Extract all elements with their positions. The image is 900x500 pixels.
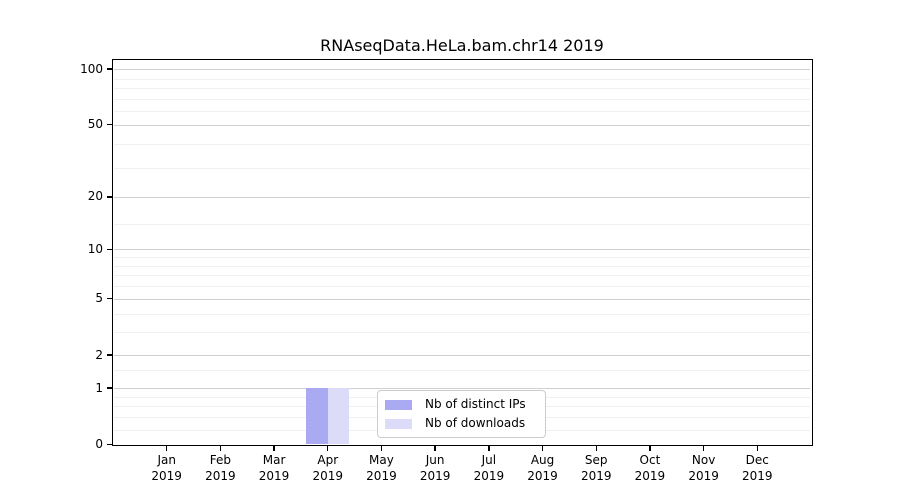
y-gridline-minor bbox=[114, 111, 810, 113]
y-tick-label: 10 bbox=[87, 241, 103, 256]
y-gridline-major bbox=[114, 298, 810, 300]
x-tick-label: Apr 2019 bbox=[301, 452, 355, 485]
y-gridline-minor bbox=[114, 88, 810, 90]
x-tick-label: Sep 2019 bbox=[569, 452, 623, 485]
y-tick bbox=[107, 354, 113, 356]
x-tick bbox=[595, 445, 597, 451]
x-tick bbox=[165, 445, 168, 451]
y-tick bbox=[107, 68, 113, 70]
legend: Nb of distinct IPs Nb of downloads bbox=[377, 390, 546, 438]
x-tick bbox=[756, 445, 758, 451]
y-gridline-minor bbox=[114, 224, 810, 226]
x-tick-year: 2019 bbox=[688, 469, 719, 483]
y-gridline-minor bbox=[114, 98, 810, 100]
y-tick bbox=[107, 298, 113, 300]
y-gridline-minor bbox=[114, 167, 810, 169]
legend-label-distinct-ips: Nb of distinct IPs bbox=[425, 397, 526, 411]
x-tick bbox=[380, 445, 383, 451]
y-tick-label: 1 bbox=[95, 380, 103, 395]
x-tick-label: Mar 2019 bbox=[247, 452, 301, 485]
legend-swatch-downloads bbox=[385, 418, 412, 429]
x-tick-year: 2019 bbox=[205, 469, 236, 483]
chart-title: RNAseqData.HeLa.bam.chr14 2019 bbox=[320, 36, 604, 55]
y-tick bbox=[107, 387, 113, 389]
legend-swatch-distinct-ips bbox=[385, 399, 412, 410]
y-gridline-minor bbox=[114, 313, 810, 315]
x-tick-year: 2019 bbox=[742, 469, 773, 483]
x-tick-month: Feb bbox=[209, 452, 231, 467]
x-tick bbox=[541, 445, 544, 451]
x-tick bbox=[273, 445, 275, 451]
x-tick-label: Jan 2019 bbox=[140, 452, 194, 485]
y-gridline-major bbox=[114, 124, 810, 126]
x-tick-month: Oct bbox=[639, 452, 661, 467]
x-tick-label: Jul 2019 bbox=[462, 452, 516, 485]
legend-label-downloads: Nb of downloads bbox=[425, 416, 526, 430]
y-gridline-major bbox=[114, 355, 810, 357]
x-tick-year: 2019 bbox=[580, 469, 612, 483]
x-tick-year: 2019 bbox=[634, 469, 666, 483]
x-tick-label: Jun 2019 bbox=[408, 452, 462, 485]
x-tick-month: May bbox=[369, 452, 394, 467]
y-gridline-minor bbox=[114, 265, 810, 267]
x-tick-year: 2019 bbox=[527, 469, 558, 483]
y-gridline-minor bbox=[114, 275, 810, 277]
x-tick-month: Jun bbox=[425, 452, 445, 467]
y-gridline-minor bbox=[114, 286, 810, 288]
x-tick-year: 2019 bbox=[419, 469, 451, 483]
x-tick bbox=[434, 445, 436, 451]
y-gridline-minor bbox=[114, 369, 810, 371]
y-gridline-major bbox=[114, 388, 810, 390]
x-tick-month: Sep bbox=[584, 452, 608, 467]
y-gridline-major bbox=[114, 69, 810, 71]
bar-nb-of-distinct-ips bbox=[306, 388, 328, 445]
x-tick-year: 2019 bbox=[473, 469, 505, 483]
x-tick-month: Jul bbox=[481, 452, 497, 467]
y-gridline-minor bbox=[114, 331, 810, 333]
x-tick-month: Nov bbox=[691, 452, 716, 467]
y-tick-label: 2 bbox=[95, 347, 103, 362]
y-gridline-minor bbox=[114, 144, 810, 146]
y-gridline-major bbox=[114, 249, 810, 251]
y-tick-label: 20 bbox=[87, 189, 103, 204]
y-tick-label: 100 bbox=[80, 61, 103, 76]
y-tick bbox=[107, 443, 113, 446]
x-tick-label: Nov 2019 bbox=[677, 452, 731, 485]
x-tick-year: 2019 bbox=[312, 469, 344, 483]
y-tick-label: 50 bbox=[87, 117, 103, 132]
x-tick-label: May 2019 bbox=[354, 452, 408, 485]
x-tick bbox=[702, 445, 705, 451]
y-gridline-major bbox=[114, 196, 810, 198]
x-tick bbox=[649, 445, 651, 451]
x-tick-month: Mar bbox=[262, 452, 286, 467]
y-tick-label: 5 bbox=[95, 291, 103, 306]
x-tick-label: Dec 2019 bbox=[730, 452, 784, 485]
legend-item-distinct-ips: Nb of distinct IPs bbox=[385, 395, 538, 414]
x-tick bbox=[219, 445, 222, 451]
x-tick-label: Aug 2019 bbox=[516, 452, 570, 485]
y-tick-label: 0 bbox=[95, 437, 103, 451]
x-tick bbox=[488, 445, 490, 451]
x-tick-year: 2019 bbox=[366, 469, 397, 483]
y-tick bbox=[107, 196, 113, 198]
x-tick-year: 2019 bbox=[151, 469, 182, 483]
legend-item-downloads: Nb of downloads bbox=[385, 414, 538, 433]
x-tick-month: Aug bbox=[530, 452, 555, 467]
x-tick-label: Feb 2019 bbox=[193, 452, 247, 485]
bar-nb-of-downloads bbox=[327, 388, 350, 445]
x-tick-month: Dec bbox=[745, 452, 769, 467]
x-tick-label: Oct 2019 bbox=[623, 452, 677, 485]
y-gridline-minor bbox=[114, 78, 810, 80]
x-tick-year: 2019 bbox=[258, 469, 290, 483]
y-tick bbox=[107, 248, 113, 251]
y-gridline-minor bbox=[114, 257, 810, 259]
x-tick-month: Apr bbox=[317, 452, 339, 467]
x-tick-month: Jan bbox=[157, 452, 176, 467]
y-tick bbox=[107, 124, 113, 126]
x-tick bbox=[327, 445, 329, 451]
